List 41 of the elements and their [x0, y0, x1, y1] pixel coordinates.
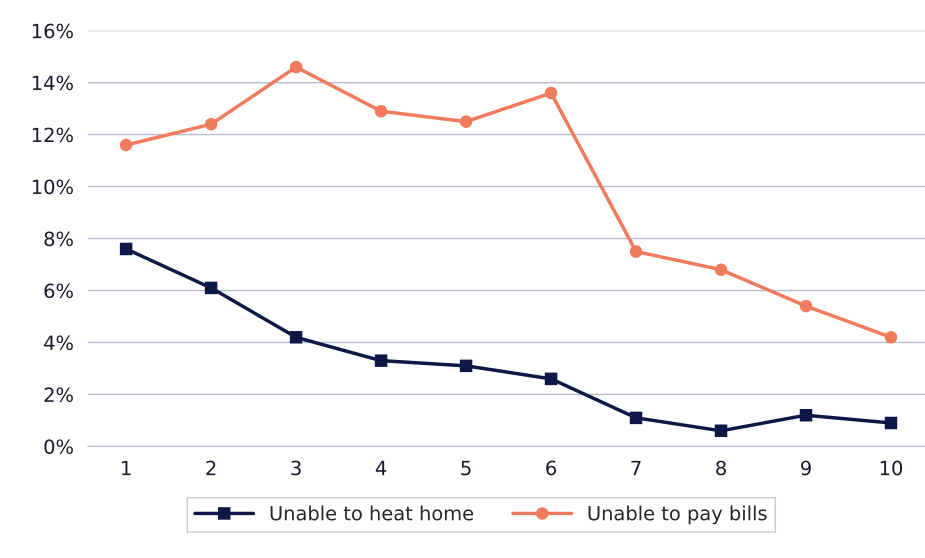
x-tick-label: 5: [461, 460, 471, 476]
y-tick-label: 14%: [32, 76, 73, 90]
x-tick-label: 2: [206, 460, 216, 476]
point: [374, 104, 388, 118]
point: [714, 263, 728, 276]
y-tick-label: 12%: [32, 128, 73, 142]
legend-label: Unable to pay bills: [588, 505, 767, 524]
point: [120, 138, 132, 152]
point: [714, 424, 728, 438]
y-tick-label: 2%: [44, 387, 73, 402]
x-tick-label: 9: [801, 460, 811, 476]
x-tick-label: 10: [880, 460, 902, 476]
point: [290, 331, 302, 344]
y-tick-label: 4%: [44, 335, 73, 350]
point: [544, 86, 558, 100]
y-tick-label: 6%: [44, 283, 73, 298]
x-tick-label: 1: [122, 460, 131, 476]
point: [800, 408, 812, 422]
point: [374, 354, 388, 367]
point: [630, 412, 642, 424]
x-tick-label: 3: [291, 460, 301, 476]
x-tick-label: 4: [376, 460, 386, 476]
point: [120, 242, 132, 256]
legend-label: Unable to heat home: [270, 505, 474, 521]
point: [460, 360, 472, 372]
point: [630, 245, 642, 258]
point: [204, 282, 218, 294]
y-tick-label: 10%: [32, 180, 73, 194]
y-tick-label: 8%: [44, 232, 73, 246]
x-tick-label: 6: [546, 460, 556, 476]
x-tick-label: 7: [631, 460, 641, 476]
point: [290, 60, 302, 74]
x-tick-label: 8: [716, 460, 726, 476]
point: [800, 300, 812, 312]
y-tick-label: 16%: [32, 24, 73, 38]
point: [544, 372, 558, 386]
point: [460, 115, 472, 128]
y-tick-label: 0%: [44, 439, 73, 454]
point: [884, 416, 898, 430]
point: [884, 331, 898, 344]
point: [204, 118, 218, 130]
